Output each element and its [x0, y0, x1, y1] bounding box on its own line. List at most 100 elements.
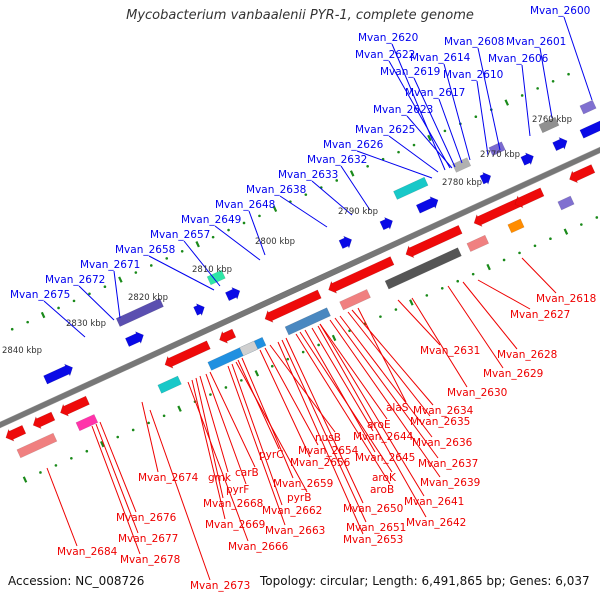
outer-tick-row-major-tick: [349, 170, 355, 177]
reverse-leader-line: [191, 379, 226, 520]
feature-box: [384, 247, 462, 290]
reverse-gene-label: Mvan_2654: [298, 445, 359, 457]
inner-tick-row-minor-tick: [286, 357, 290, 361]
reverse-cds-shape: [5, 424, 27, 442]
reverse-leader-line: [477, 279, 531, 310]
reverse-gene-label: Mvan_2662: [262, 505, 322, 517]
inner-tick-row-minor-tick: [209, 393, 212, 396]
reverse-leader-line: [46, 467, 78, 547]
reverse-leader-line: [231, 363, 283, 506]
outer-tick-row-minor-tick: [26, 320, 29, 324]
forward-gene-label: Mvan_2671: [80, 259, 140, 271]
inner-tick-row-minor-tick: [456, 279, 460, 283]
reverse-cds-shape: [473, 197, 522, 228]
forward-cds: [579, 117, 600, 139]
reverse-gene-label: Mvan_2644: [353, 431, 414, 443]
backbone-fill: [0, 147, 600, 428]
outer-tick-row-minor-tick: [258, 214, 261, 218]
feature-box: [239, 340, 259, 357]
forward-leader-line: [413, 77, 456, 168]
inner-tick-row-minor-tick: [85, 449, 89, 453]
reverse-gene-label: Mvan_2656: [290, 457, 351, 469]
feature-box: [507, 218, 525, 234]
forward-gene-label: Mvan_2657: [150, 229, 210, 241]
reverse-gene-label: Mvan_2635: [410, 416, 470, 428]
outer-tick-row-minor-tick: [520, 94, 524, 97]
reverse-gene-label: Mvan_2645: [355, 452, 415, 464]
reverse-gene-label: nusB: [315, 432, 341, 444]
forward-cds: [479, 171, 492, 185]
reverse-gene-label: Mvan_2650: [343, 503, 403, 515]
outer-tick-row-major-tick: [195, 241, 200, 248]
forward-cds: [379, 216, 393, 231]
kbp-tick-label: 2790 kbp: [338, 207, 378, 217]
reverse-gene-label: Mvan_2676: [116, 512, 177, 524]
forward-gene-label: Mvan_2608: [444, 36, 504, 48]
inner-tick-row-minor-tick: [54, 464, 58, 467]
forward-leader-line: [279, 195, 328, 228]
feature-box: [16, 432, 58, 459]
reverse-gene-label: Mvan_2668: [203, 498, 263, 510]
reverse-gene-label: Mvan_2639: [420, 477, 480, 489]
forward-cds-shape: [552, 136, 568, 152]
kbp-tick-label: 2830 kbp: [66, 319, 106, 329]
inner-tick-row-minor-tick: [502, 258, 506, 262]
outer-tick-row-minor-tick: [304, 193, 308, 196]
reverse-leader-line: [269, 344, 336, 433]
reverse-leader-line: [95, 423, 139, 534]
inner-tick-row-minor-tick: [270, 364, 274, 368]
reverse-leader-line: [329, 319, 441, 478]
inner-tick-row-minor-tick: [533, 244, 537, 248]
feature-box: [538, 116, 560, 134]
reverse-gene-label: Mvan_2673: [190, 580, 250, 592]
genome-summary-text: Topology: circular; Length: 6,491,865 bp…: [260, 574, 590, 588]
outer-tick-row-major-tick: [272, 205, 278, 212]
inner-tick-row-minor-tick: [471, 272, 475, 276]
reverse-gene-label: Mvan_2642: [406, 517, 466, 529]
reverse-cds-shape: [164, 340, 211, 369]
forward-gene-label: Mvan_2649: [181, 214, 241, 226]
reverse-leader-line: [237, 359, 280, 450]
feature-box-shape: [538, 116, 560, 134]
inner-tick-row-minor-tick: [240, 379, 243, 382]
inner-tick-row-minor-tick: [70, 456, 73, 460]
feature-box-shape: [75, 413, 99, 432]
reverse-gene-label: Mvan_2630: [447, 387, 507, 399]
reverse-gene-label: Mvan_2663: [265, 525, 325, 537]
outer-tick-row-major-tick: [118, 276, 123, 283]
kbp-tick-label: 2810 kbp: [192, 265, 232, 275]
forward-cds-shape: [579, 117, 600, 139]
reverse-cds: [569, 164, 596, 184]
forward-gene-label: Mvan_2617: [405, 87, 465, 99]
reverse-gene-label: Mvan_2666: [228, 541, 289, 553]
feature-box-shape: [284, 307, 331, 336]
feature-box-shape: [384, 247, 462, 290]
reverse-cds: [264, 289, 322, 323]
forward-leader-line: [563, 16, 593, 101]
reverse-leader-line: [351, 309, 434, 406]
reverse-leader-line: [241, 357, 294, 479]
forward-gene-label: Mvan_2633: [278, 169, 338, 181]
feature-box-shape: [393, 176, 429, 200]
reverse-leader-line: [99, 421, 137, 513]
forward-leader-line: [356, 150, 433, 179]
feature-box-shape: [507, 218, 525, 234]
forward-leader-line: [539, 47, 553, 119]
forward-cds: [415, 196, 439, 214]
outer-tick-row-minor-tick: [366, 164, 369, 168]
inner-tick-row-minor-tick: [39, 471, 42, 474]
outer-tick-row-minor-tick: [551, 79, 555, 83]
reverse-gene-label: Mvan_2631: [420, 345, 480, 357]
forward-gene-label: Mvan_2601: [506, 36, 566, 48]
reverse-gene-label: Mvan_2653: [343, 534, 403, 546]
reverse-leader-line: [264, 347, 319, 446]
forward-leader-line: [340, 165, 371, 211]
feature-box: [466, 234, 490, 253]
reverse-gene-label: Mvan_2677: [118, 533, 178, 545]
reverse-gene-label: Mvan_2651: [346, 522, 406, 534]
forward-leader-line: [477, 47, 501, 151]
feature-box: [115, 298, 164, 327]
reverse-gene-label: aroE: [367, 419, 391, 431]
reverse-leader-line: [334, 317, 439, 459]
